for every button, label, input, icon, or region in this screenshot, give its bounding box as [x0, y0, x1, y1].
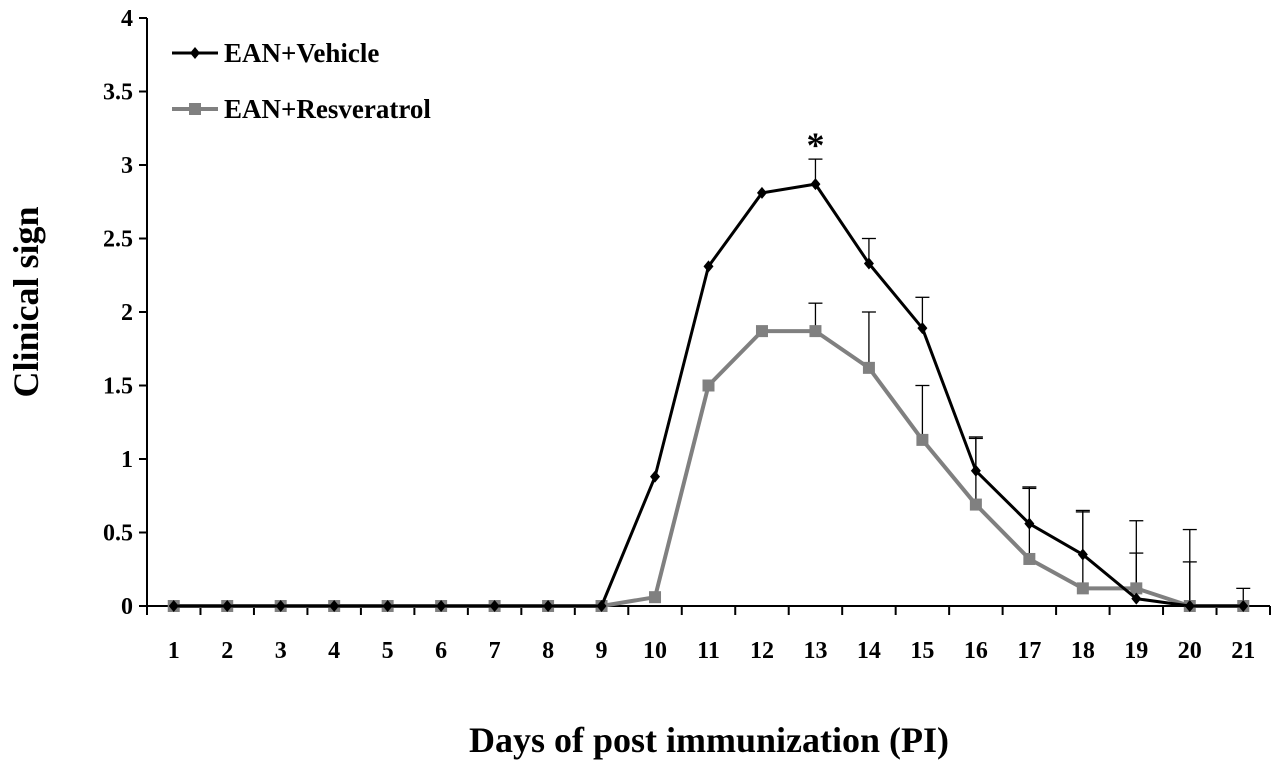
- legend-marker-diamond: [190, 47, 200, 59]
- legend-label-0: EAN+Vehicle: [224, 38, 379, 68]
- y-tick-label: 2: [121, 300, 133, 326]
- x-tick-label: 7: [489, 638, 501, 664]
- error-bars: [808, 158, 1251, 606]
- y-tick-label: 1.5: [103, 374, 133, 400]
- point-resveratrol: [1023, 552, 1036, 565]
- x-tick-label: 10: [643, 638, 667, 664]
- point-vehicle: [1024, 517, 1035, 530]
- y-tick-label: 3: [121, 153, 133, 179]
- point-vehicle: [970, 464, 981, 477]
- y-tick-label: 1: [121, 447, 133, 473]
- x-axis-ticks: 1 2 3 4 5 6 7 8 9 10 11 12 13 14 15 16 17 18 19 20 21: [146, 606, 1271, 664]
- point-vehicle: [917, 322, 928, 335]
- y-tick-label: 4: [121, 6, 133, 32]
- x-tick-label: 19: [1124, 638, 1148, 664]
- significance-asterisk: *: [806, 125, 824, 165]
- x-tick-label: 17: [1017, 638, 1041, 664]
- x-tick-label: 5: [382, 638, 394, 664]
- y-tick-label: 0: [121, 594, 133, 620]
- point-vehicle: [489, 600, 500, 612]
- point-vehicle: [275, 600, 286, 612]
- point-vehicle: [1238, 600, 1249, 612]
- point-resveratrol: [862, 361, 875, 374]
- point-vehicle: [1184, 600, 1195, 612]
- point-vehicle: [703, 260, 714, 273]
- y-axis-ticks: 0 0.5 1 1.5 2 2.5 3 3.5 4: [103, 6, 147, 620]
- point-resveratrol: [916, 433, 929, 446]
- point-resveratrol: [969, 498, 982, 511]
- point-vehicle: [382, 600, 393, 612]
- point-vehicle: [1077, 548, 1088, 561]
- y-tick-label: 3.5: [103, 80, 133, 106]
- point-vehicle: [1131, 592, 1142, 605]
- x-tick-label: 13: [803, 638, 827, 664]
- point-vehicle: [810, 178, 821, 191]
- point-vehicle: [756, 186, 767, 199]
- x-tick-label: 2: [221, 638, 233, 664]
- x-tick-label: 18: [1071, 638, 1095, 664]
- x-tick-label: 3: [275, 638, 287, 664]
- x-tick-label: 11: [697, 638, 720, 664]
- point-resveratrol: [702, 379, 715, 392]
- point-vehicle: [596, 600, 607, 612]
- x-tick-label: 1: [168, 638, 180, 664]
- y-tick-label: 0.5: [103, 521, 133, 547]
- x-tick-label: 21: [1231, 638, 1255, 664]
- point-vehicle: [863, 257, 874, 270]
- x-tick-label: 9: [596, 638, 608, 664]
- legend-marker-square: [189, 103, 201, 115]
- x-tick-label: 8: [542, 638, 554, 664]
- x-tick-label: 4: [328, 638, 340, 664]
- point-vehicle: [168, 600, 179, 612]
- point-resveratrol: [809, 325, 822, 338]
- legend-label-1: EAN+Resveratrol: [224, 94, 431, 124]
- y-axis-title: Clinical sign: [6, 206, 46, 397]
- point-vehicle: [543, 600, 554, 612]
- point-resveratrol: [1130, 582, 1143, 595]
- point-resveratrol: [649, 591, 662, 604]
- point-resveratrol: [1076, 582, 1089, 595]
- legend: EAN+Vehicle EAN+Resveratrol: [172, 38, 431, 124]
- y-tick-label: 2.5: [103, 227, 133, 253]
- x-tick-label: 14: [857, 638, 881, 664]
- series-group: [167, 178, 1250, 612]
- x-tick-label: 16: [964, 638, 988, 664]
- x-tick-label: 15: [910, 638, 934, 664]
- x-axis-title: Days of post immunization (PI): [469, 720, 949, 760]
- point-vehicle: [436, 600, 447, 612]
- point-vehicle: [650, 470, 661, 483]
- point-vehicle: [222, 600, 233, 612]
- x-tick-label: 12: [750, 638, 774, 664]
- point-vehicle: [329, 600, 340, 612]
- x-tick-label: 20: [1178, 638, 1202, 664]
- point-resveratrol: [755, 325, 768, 338]
- x-tick-label: 6: [435, 638, 447, 664]
- annotations: *: [806, 125, 824, 165]
